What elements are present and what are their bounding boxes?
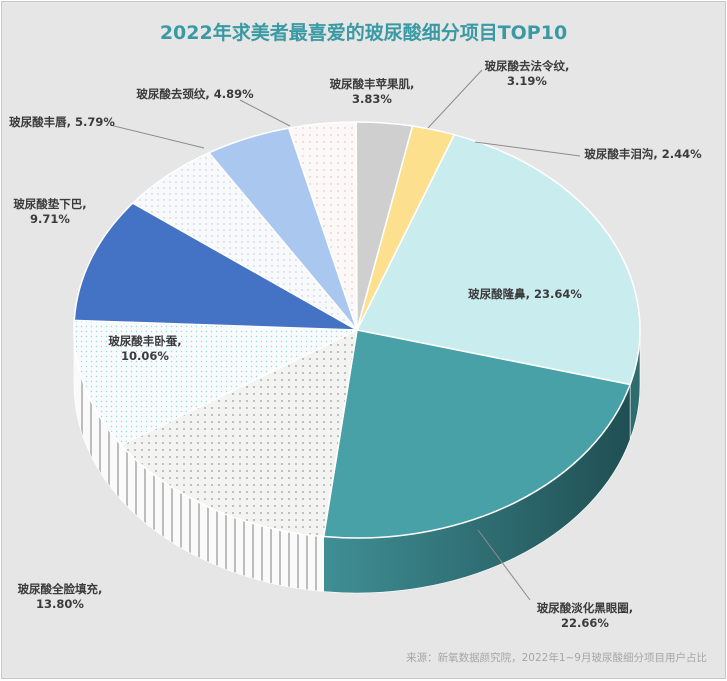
chart-title: 2022年求美者最喜爱的玻尿酸细分项目TOP10	[159, 22, 568, 44]
pie-slice-chin	[73, 202, 358, 331]
pie-slice-dark-circles	[322, 329, 632, 539]
pie-slice-tear-trough	[356, 125, 456, 331]
pie-slice-aegyo-sal	[73, 319, 358, 446]
data-label-lips: 玻尿酸丰唇, 5.79%	[9, 115, 115, 129]
data-label-neck-lines: 玻尿酸去颈纹, 4.89%	[136, 87, 254, 101]
data-label-tear-trough: 玻尿酸丰泪沟, 2.44%	[584, 147, 702, 161]
data-label-full-face: 玻尿酸全脸填充, 13.80%	[18, 582, 103, 611]
leader-line-dark-circles	[477, 529, 531, 601]
data-label-aegyo-sal: 玻尿酸丰卧蚕, 10.06%	[108, 334, 181, 363]
data-label-apple-cheeks: 玻尿酸丰苹果肌, 3.83%	[330, 77, 415, 106]
leader-line-lips	[109, 124, 205, 149]
leader-line-nasolabial	[427, 69, 483, 129]
pie-slice-full-face	[119, 328, 358, 538]
leader-line-tear-trough	[474, 141, 581, 157]
data-label-nose: 玻尿酸隆鼻, 23.64%	[468, 287, 582, 301]
leader-line-neck-lines	[239, 99, 291, 127]
pie-slice-nose	[355, 133, 641, 386]
data-label-nasolabial: 玻尿酸去法令纹, 3.19%	[485, 59, 570, 88]
data-label-dark-circles: 玻尿酸淡化黑眼圈, 22.66%	[537, 601, 633, 630]
source-note: 来源：新氧数据颜究院，2022年1~9月玻尿酸细分项目用户占比	[406, 652, 707, 664]
data-label-chin: 玻尿酸垫下巴, 9.71%	[13, 197, 86, 226]
